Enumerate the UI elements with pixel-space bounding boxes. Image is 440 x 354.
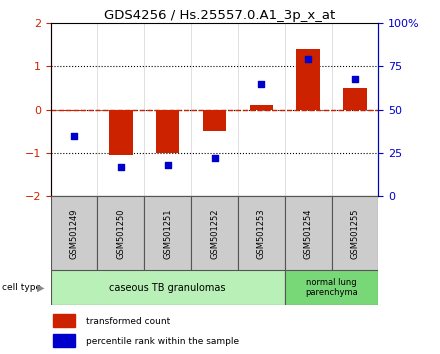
Point — [352, 76, 359, 81]
Point — [304, 57, 312, 62]
FancyBboxPatch shape — [332, 196, 378, 270]
Text: GSM501253: GSM501253 — [257, 208, 266, 259]
Text: percentile rank within the sample: percentile rank within the sample — [86, 337, 240, 346]
Text: GSM501255: GSM501255 — [351, 208, 359, 258]
Bar — [297, 49, 320, 110]
FancyBboxPatch shape — [51, 196, 97, 270]
Text: GDS4256 / Hs.25557.0.A1_3p_x_at: GDS4256 / Hs.25557.0.A1_3p_x_at — [104, 9, 336, 22]
Point — [164, 162, 171, 168]
Point — [211, 155, 218, 161]
Bar — [62, 110, 86, 111]
Text: GSM501250: GSM501250 — [116, 208, 125, 258]
Text: ▶: ▶ — [37, 282, 44, 293]
Text: GSM501254: GSM501254 — [304, 208, 313, 258]
Text: transformed count: transformed count — [86, 316, 171, 326]
FancyBboxPatch shape — [285, 196, 332, 270]
FancyBboxPatch shape — [238, 196, 285, 270]
Bar — [53, 314, 75, 327]
FancyBboxPatch shape — [285, 270, 378, 305]
Text: GSM501251: GSM501251 — [163, 208, 172, 258]
Text: GSM501249: GSM501249 — [70, 208, 78, 258]
Bar — [343, 88, 367, 110]
FancyBboxPatch shape — [144, 196, 191, 270]
Bar — [203, 110, 226, 131]
Text: caseous TB granulomas: caseous TB granulomas — [110, 282, 226, 293]
FancyBboxPatch shape — [51, 270, 285, 305]
Point — [117, 164, 125, 170]
Bar — [53, 334, 75, 347]
Text: normal lung
parenchyma: normal lung parenchyma — [305, 278, 358, 297]
Text: cell type: cell type — [2, 283, 41, 292]
Point — [70, 133, 77, 139]
FancyBboxPatch shape — [191, 196, 238, 270]
FancyBboxPatch shape — [97, 196, 144, 270]
Bar — [109, 110, 132, 155]
Bar — [156, 110, 180, 153]
Text: GSM501252: GSM501252 — [210, 208, 219, 258]
Point — [258, 81, 265, 87]
Bar — [249, 105, 273, 110]
